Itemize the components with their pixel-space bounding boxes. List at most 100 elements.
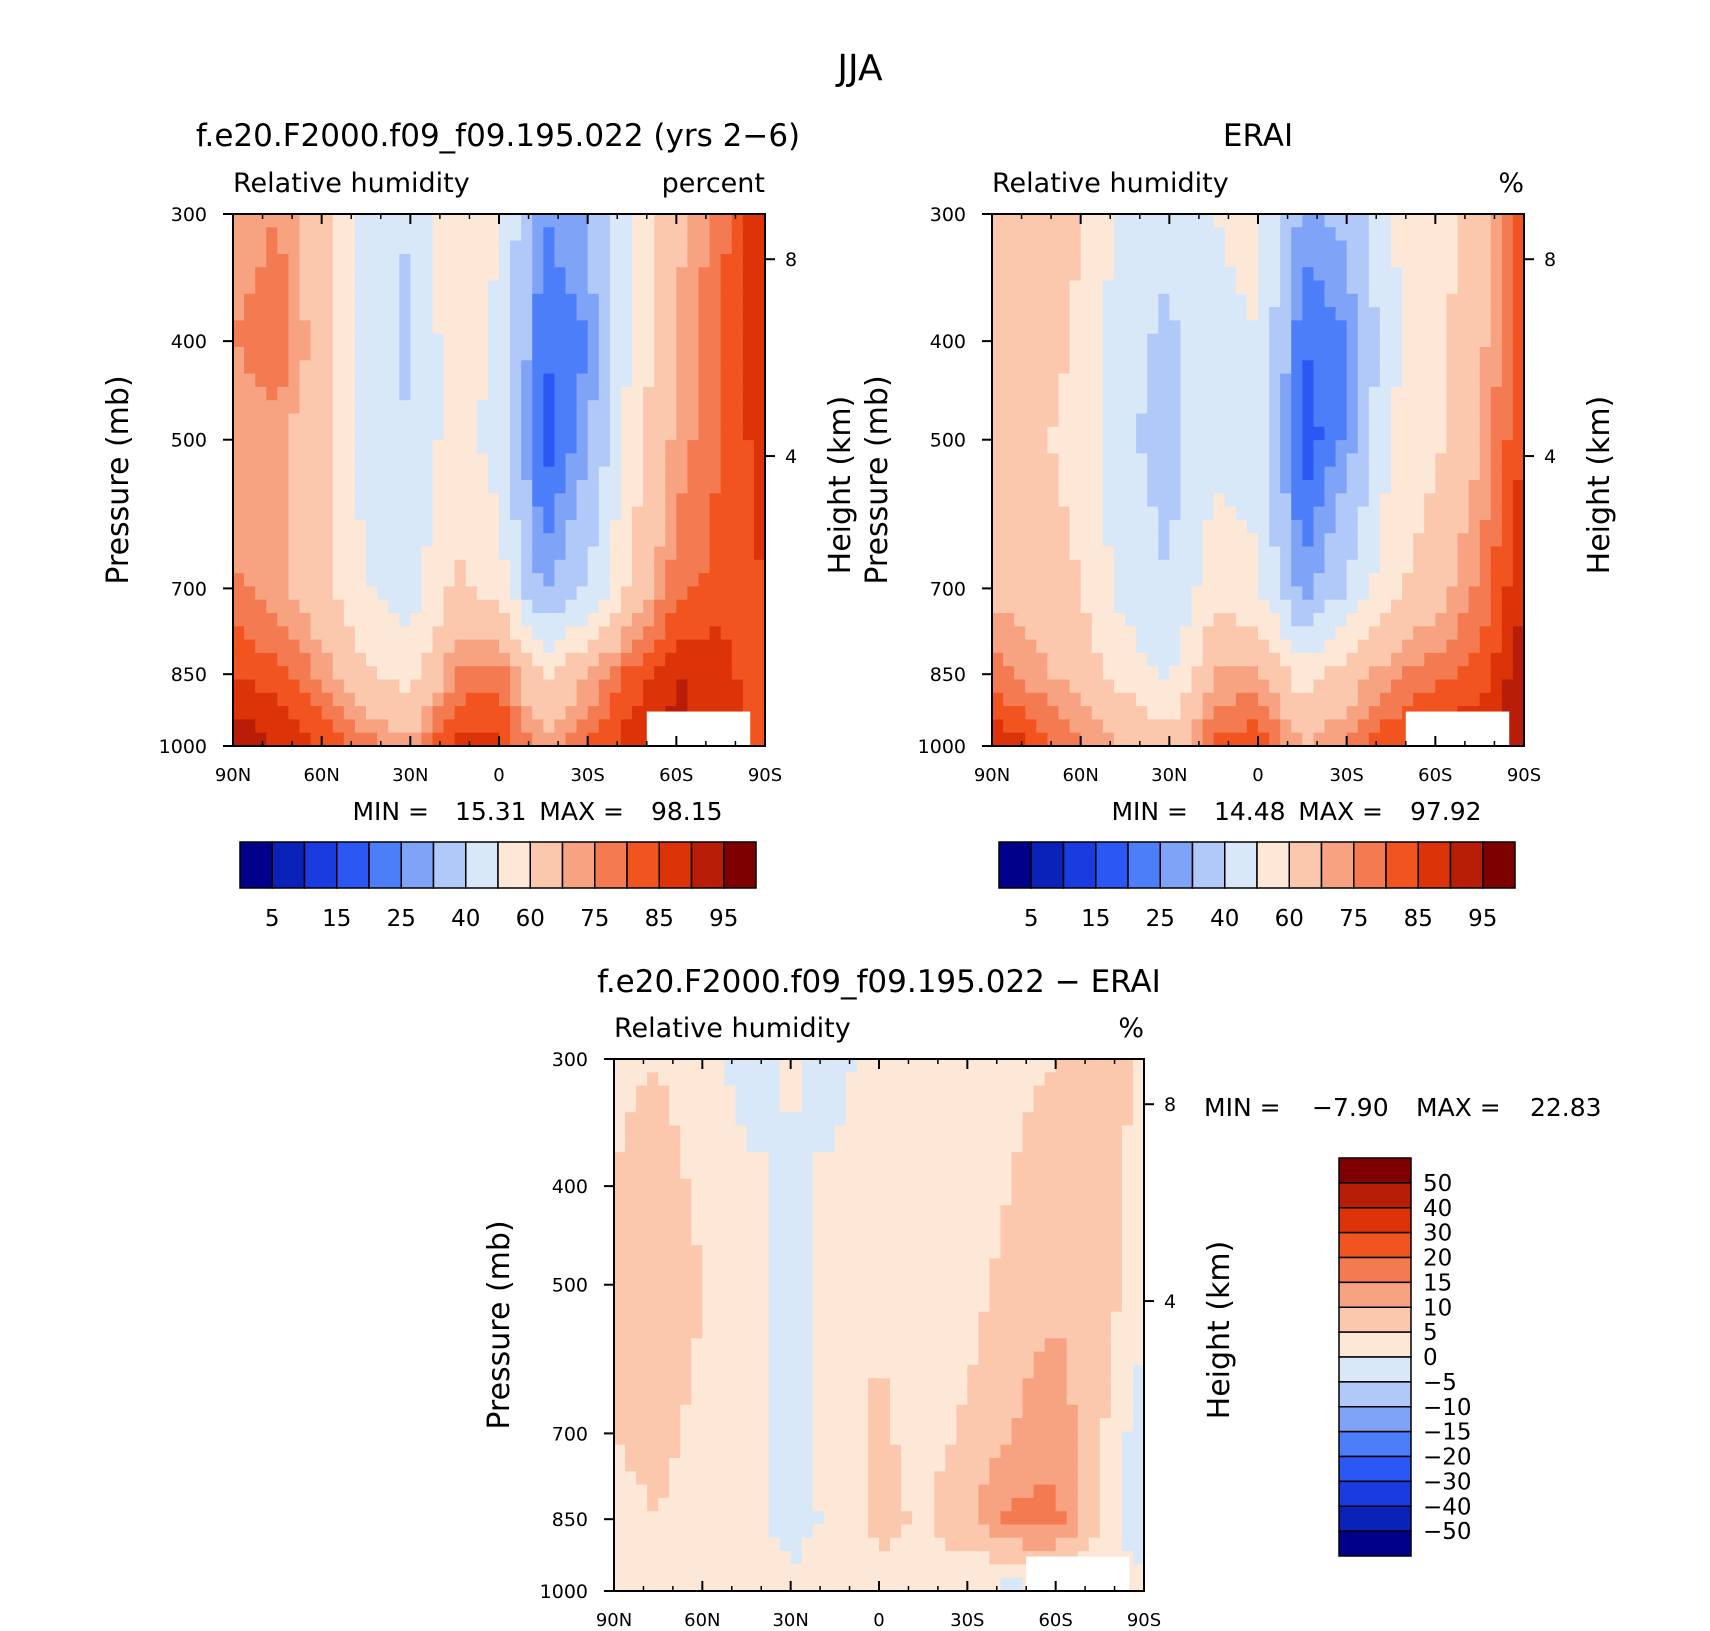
contour-cell (890, 1298, 902, 1313)
contour-cell (399, 719, 411, 734)
contour-cell (1003, 573, 1015, 587)
contour-cell (1446, 347, 1459, 361)
contour-cell (1468, 466, 1481, 481)
contour-cell (399, 586, 411, 601)
contour-cell (565, 280, 578, 295)
contour-cell (565, 386, 578, 401)
contour-cell (912, 1245, 924, 1260)
contour-cell (499, 307, 511, 321)
contour-cell (992, 400, 1004, 415)
contour-cell (1269, 267, 1281, 282)
contour-cell (1246, 519, 1259, 534)
contour-cell (632, 519, 644, 534)
contour-cell (543, 639, 556, 654)
contour-cell (1180, 293, 1193, 308)
contour-cell (266, 652, 278, 667)
contour-cell (698, 453, 711, 468)
contour-cell (1110, 1298, 1123, 1313)
contour-cell (647, 1271, 659, 1286)
contour-cell (510, 333, 522, 348)
contour-cell (879, 1258, 891, 1273)
contour-cell (1033, 1285, 1046, 1299)
contour-cell (746, 1138, 759, 1153)
contour-cell (443, 466, 456, 481)
contour-cell (432, 546, 445, 561)
figure-title: JJA (835, 48, 883, 89)
contour-cell (1490, 626, 1503, 641)
contour-cell (989, 1258, 1002, 1273)
contour-cell (647, 1285, 659, 1299)
contour-cell (1169, 307, 1182, 321)
contour-cell (680, 1152, 692, 1166)
contour-cell (1136, 652, 1148, 667)
contour-cell (443, 533, 456, 548)
contour-cell (1099, 1112, 1112, 1127)
contour-cell (1055, 1298, 1068, 1313)
contour-cell (332, 466, 345, 481)
contour-cell (1022, 1125, 1035, 1140)
contour-cell (1202, 586, 1215, 601)
contour-cell (713, 1218, 726, 1233)
contour-cell (1191, 546, 1204, 561)
contour-cell (1136, 426, 1148, 441)
contour-cell (1025, 706, 1037, 720)
contour-cell (321, 373, 334, 388)
contour-cell (266, 639, 278, 654)
contour-cell (768, 1192, 781, 1206)
contour-cell (1025, 679, 1037, 694)
contour-cell (1335, 519, 1348, 534)
contour-cell (1047, 626, 1060, 641)
contour-cell (1158, 719, 1170, 734)
contour-cell (1091, 732, 1104, 746)
contour-cell (399, 613, 411, 627)
contour-cell (421, 320, 434, 335)
contour-cell (1099, 1192, 1112, 1206)
contour-cell (1058, 639, 1071, 654)
contour-cell (321, 400, 334, 415)
contour-cell (1036, 227, 1049, 242)
contour-cell (1147, 333, 1159, 348)
contour-cell (1158, 546, 1170, 561)
contour-cell (1501, 546, 1514, 561)
contour-cell (1044, 1125, 1057, 1140)
contour-cell (1147, 613, 1159, 627)
contour-cell (388, 227, 400, 242)
contour-cell (1402, 426, 1414, 441)
contour-cell (244, 240, 256, 255)
contour-cell (1324, 307, 1337, 321)
contour-cell (377, 413, 389, 428)
contour-cell (1269, 253, 1281, 268)
contour-cell (1357, 267, 1370, 282)
contour-cell (521, 706, 533, 720)
contour-cell (1435, 599, 1448, 614)
contour-cell (1077, 1138, 1090, 1153)
contour-cell (1102, 466, 1115, 481)
contour-cell (1036, 253, 1049, 268)
contour-cell (912, 1231, 924, 1246)
contour-cell (499, 373, 511, 388)
contour-cell (554, 533, 567, 548)
contour-cell (1246, 214, 1259, 228)
contour-cell (1302, 493, 1315, 508)
contour-cell (992, 307, 1004, 321)
contour-cell (521, 719, 533, 734)
contour-cell (299, 293, 312, 308)
contour-cell (366, 373, 378, 388)
contour-cell (521, 466, 533, 481)
contour-cell (1446, 267, 1459, 282)
contour-cell (867, 1245, 880, 1260)
contour-cell (1025, 480, 1037, 494)
contour-cell (757, 1231, 770, 1246)
contour-cell (1169, 506, 1182, 521)
colorbar-box (239, 841, 273, 889)
panel-3: 90N 60N 30N 0 30S 60S 90S300400500700850100084… (482, 964, 1602, 1631)
contour-cell (1058, 280, 1071, 295)
contour-cell (709, 320, 722, 335)
contour-cell (1457, 506, 1470, 521)
contour-cell (676, 533, 689, 548)
contour-cell (377, 692, 389, 707)
contour-cell (1512, 320, 1524, 335)
contour-cell (1391, 240, 1403, 255)
contour-cell (647, 1205, 659, 1220)
contour-cell (399, 333, 411, 348)
